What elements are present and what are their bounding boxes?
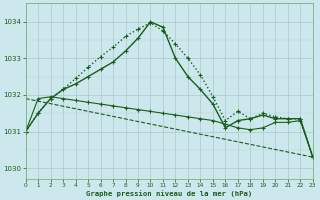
X-axis label: Graphe pression niveau de la mer (hPa): Graphe pression niveau de la mer (hPa): [86, 190, 252, 197]
